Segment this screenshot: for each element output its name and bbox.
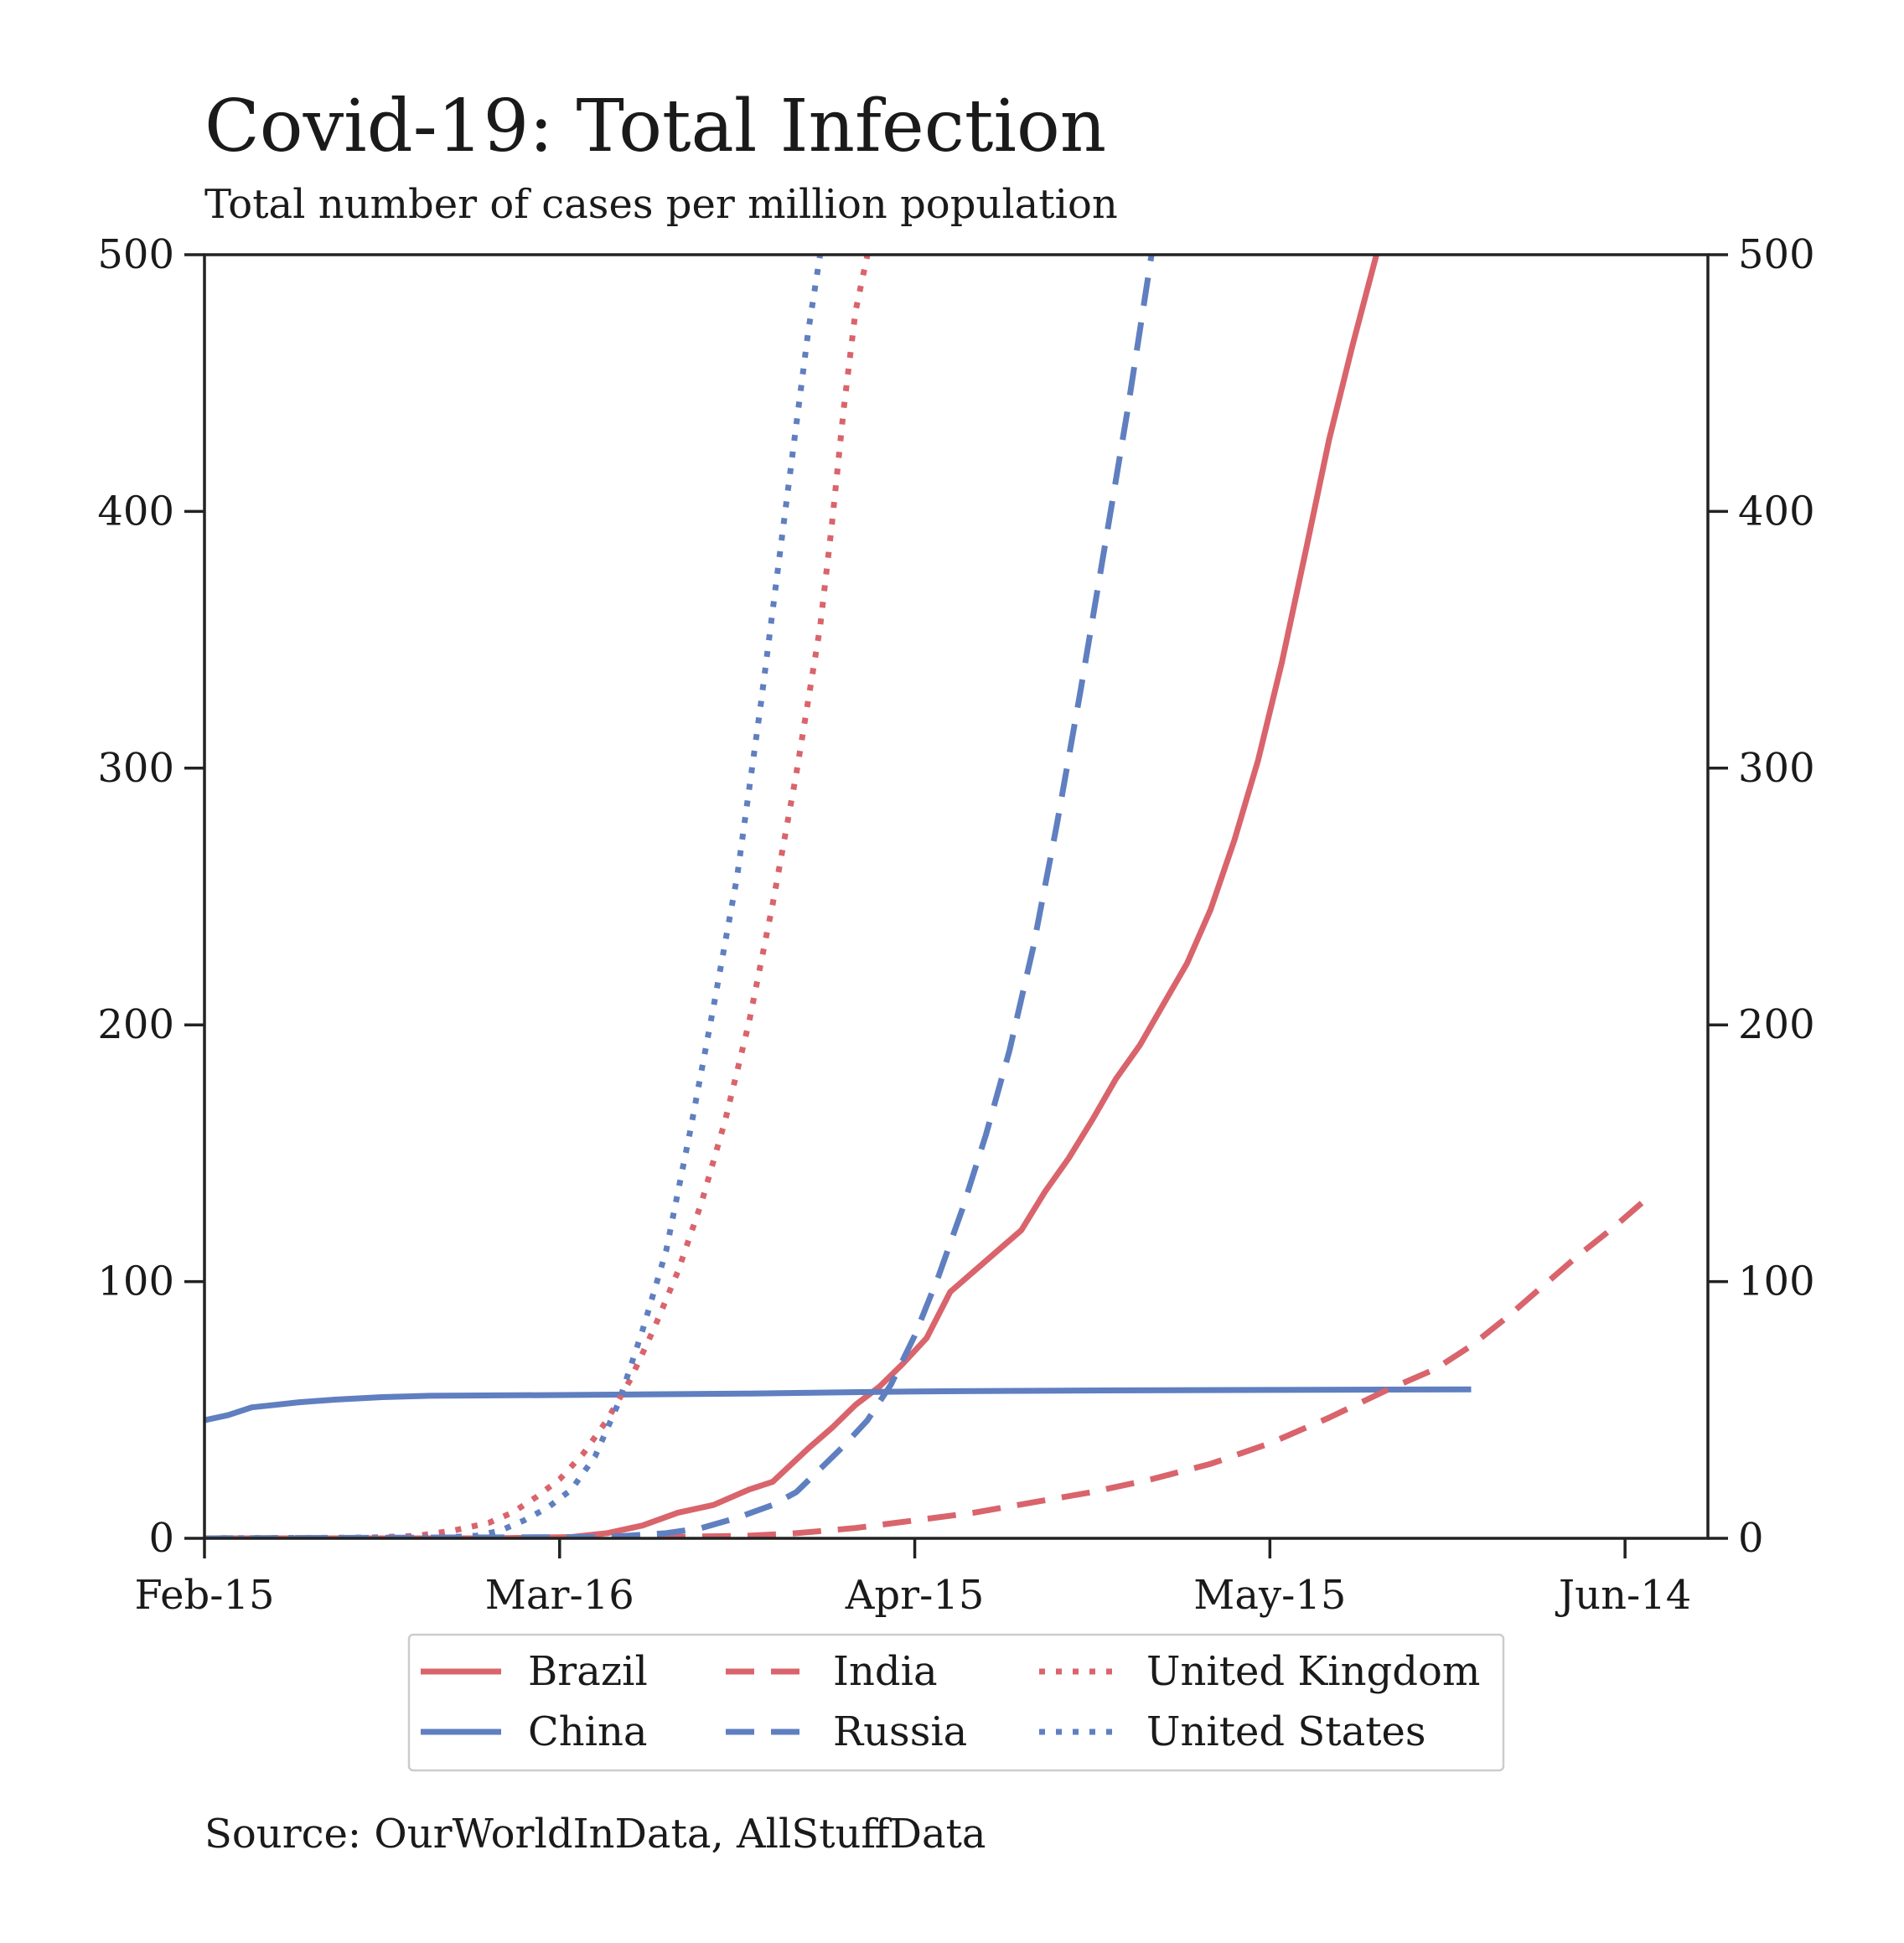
series-line-5 xyxy=(204,255,824,1538)
series-line-2 xyxy=(204,1194,1651,1538)
legend: Brazil China India Russia United Kingdom Unit… xyxy=(407,1633,1505,1772)
series-line-3 xyxy=(204,255,1155,1538)
legend-label-4: United Kingdom xyxy=(1146,1648,1480,1695)
source-note: Source: OurWorldInData, AllStuffData xyxy=(204,1811,986,1858)
series-layer xyxy=(204,255,1651,1538)
x-tick-label-4: Jun-14 xyxy=(1555,1572,1691,1619)
y-right-tick-label-2: 200 xyxy=(1738,1001,1815,1048)
series-line-4 xyxy=(204,255,871,1538)
x-tick-label-3: May-15 xyxy=(1193,1572,1346,1619)
legend-label-2: India xyxy=(833,1648,938,1695)
y-axis-left: 0 100 200 300 400 500 xyxy=(97,231,204,1562)
x-tick-label-2: Apr-15 xyxy=(845,1572,985,1619)
y-right-tick-label-4: 400 xyxy=(1738,488,1815,535)
y-right-tick-label-1: 100 xyxy=(1738,1258,1815,1305)
y-left-tick-label-3: 300 xyxy=(97,745,174,792)
x-tick-label-1: Mar-16 xyxy=(485,1572,634,1619)
y-left-tick-label-2: 200 xyxy=(97,1001,174,1048)
chart-subtitle: Total number of cases per million popula… xyxy=(204,181,1118,228)
series-line-1 xyxy=(204,1386,1472,1424)
y-right-tick-label-5: 500 xyxy=(1738,231,1815,278)
legend-label-1: China xyxy=(528,1708,648,1755)
legend-label-0: Brazil xyxy=(528,1648,648,1695)
y-left-tick-label-5: 500 xyxy=(97,231,174,278)
y-axis-right: 0 100 200 300 400 500 xyxy=(1708,231,1815,1562)
y-left-tick-label-1: 100 xyxy=(97,1258,174,1305)
y-left-tick-label-0: 0 xyxy=(148,1515,174,1562)
legend-label-5: United States xyxy=(1146,1708,1426,1755)
chart-title: Covid-19: Total Infection xyxy=(204,85,1106,168)
x-tick-label-0: Feb-15 xyxy=(134,1572,274,1619)
legend-box xyxy=(407,1633,1505,1772)
x-axis: Feb-15 Mar-16 Apr-15 May-15 Jun-14 xyxy=(134,1538,1691,1619)
series-line-0 xyxy=(204,255,1379,1538)
y-left-tick-label-4: 400 xyxy=(97,488,174,535)
plot-frame xyxy=(203,253,1710,1540)
y-right-tick-label-0: 0 xyxy=(1738,1515,1764,1562)
legend-label-3: Russia xyxy=(833,1708,967,1755)
y-right-tick-label-3: 300 xyxy=(1738,745,1815,792)
